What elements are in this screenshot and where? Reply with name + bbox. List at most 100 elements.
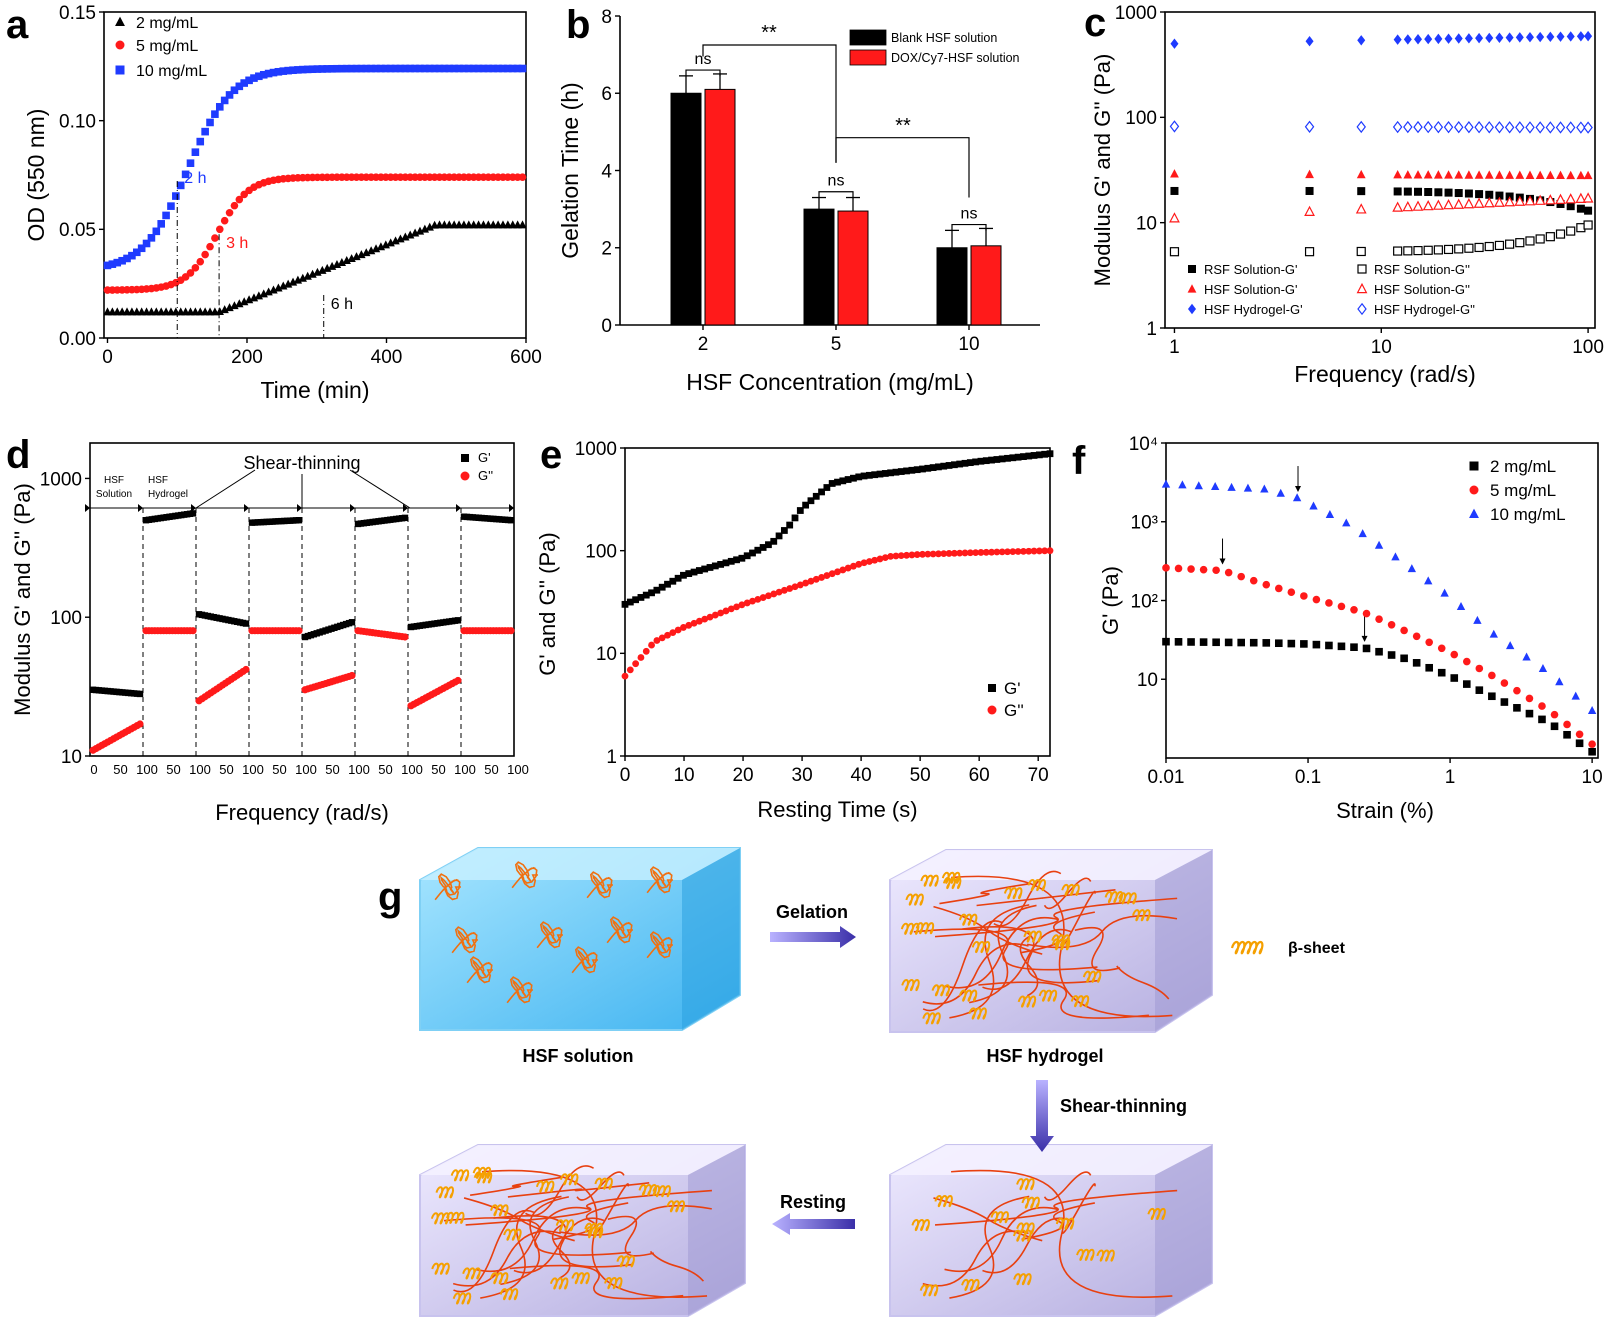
data-point xyxy=(865,558,873,565)
protein-chain xyxy=(922,1230,1029,1287)
data-point xyxy=(1525,236,1535,246)
hydrogel-box xyxy=(889,849,1213,1033)
protein-chain xyxy=(993,870,1062,927)
rested-box xyxy=(419,1144,746,1317)
x-tick-label: 10 xyxy=(958,334,979,355)
data-point xyxy=(818,574,825,581)
beta-sheet-helix xyxy=(559,1173,579,1186)
data-point xyxy=(1534,194,1546,205)
data-point xyxy=(935,463,942,471)
panel-a-chart: 0 200 400 600 0.00 0.05 0.10 0.15 Time (min) OD (… xyxy=(23,3,542,403)
data-point xyxy=(196,137,205,146)
data-point xyxy=(245,76,253,85)
g-double-prime-point xyxy=(295,627,303,635)
beta-sheet-helix xyxy=(431,1262,450,1275)
y-axis-label: Modulus G' and G'' (Pa) xyxy=(10,483,35,716)
data-point xyxy=(1444,188,1453,197)
x-tick-label: 50 xyxy=(431,762,445,777)
legend-marker xyxy=(1469,508,1479,519)
data-point xyxy=(1337,602,1346,611)
data-point xyxy=(1584,206,1593,215)
data-point xyxy=(950,549,958,557)
data-point xyxy=(759,594,767,601)
data-point xyxy=(1356,120,1366,134)
beta-sheet-helix xyxy=(1082,970,1102,983)
data-point xyxy=(802,579,810,587)
data-point xyxy=(1187,638,1195,646)
protein-chain xyxy=(493,1215,633,1268)
data-point xyxy=(1538,663,1548,672)
data-point xyxy=(1174,564,1183,573)
data-point xyxy=(754,595,762,603)
bar xyxy=(936,247,968,326)
protein-chain xyxy=(1074,926,1121,972)
data-point xyxy=(1162,564,1170,572)
data-point xyxy=(1392,201,1404,212)
data-point xyxy=(1423,245,1433,255)
data-point xyxy=(1587,706,1597,715)
beta-sheet-helix xyxy=(1147,1207,1166,1220)
data-point xyxy=(1178,480,1187,489)
state-arrowhead xyxy=(403,504,408,512)
data-point xyxy=(513,64,522,73)
data-point xyxy=(669,577,677,585)
beta-sheet-helix xyxy=(1104,891,1124,904)
data-point xyxy=(1555,229,1566,239)
data-point xyxy=(1563,720,1571,729)
data-point xyxy=(1464,189,1473,198)
data-point xyxy=(881,554,889,562)
protein-chain xyxy=(1116,965,1170,1000)
data-point xyxy=(274,67,283,76)
data-point xyxy=(998,548,1006,556)
data-point xyxy=(1536,31,1545,43)
data-point xyxy=(1020,453,1027,460)
random-coil xyxy=(466,956,493,984)
data-point xyxy=(834,478,841,486)
data-point xyxy=(1199,638,1208,646)
data-point xyxy=(142,239,151,248)
beta-sheet-helix xyxy=(1016,1222,1035,1235)
data-point xyxy=(1566,31,1575,42)
data-point xyxy=(876,555,884,563)
beta-sheet-helix xyxy=(638,1183,658,1197)
data-point xyxy=(765,592,772,600)
x-axis-label: Frequency (rad/s) xyxy=(1294,361,1476,387)
protein-chain xyxy=(951,1169,1173,1298)
data-point xyxy=(966,459,974,467)
panel-letter-e: e xyxy=(540,433,562,477)
beta-sheet-helix xyxy=(489,1272,509,1285)
data-point xyxy=(1412,632,1421,641)
g-double-prime-point xyxy=(507,627,515,635)
data-point xyxy=(1325,599,1333,607)
data-point xyxy=(1474,121,1484,134)
x-tick-label: 200 xyxy=(231,347,263,368)
beta-sheet-helix xyxy=(1055,1217,1075,1230)
protein-chain xyxy=(509,1264,684,1300)
data-point xyxy=(993,456,1001,463)
data-point xyxy=(908,466,916,474)
yield-arrowhead xyxy=(1219,558,1226,565)
data-point xyxy=(828,570,836,578)
data-point xyxy=(1444,170,1453,179)
beta-sheet-helix xyxy=(1023,930,1042,943)
data-point xyxy=(669,629,677,637)
x-tick-label: 0 xyxy=(90,762,97,777)
y-tick-label: 1 xyxy=(1146,319,1157,340)
beta-sheet-helix xyxy=(1027,879,1046,892)
y-axis-label: G' (Pa) xyxy=(1098,566,1123,635)
x-tick-label: 100 xyxy=(507,762,529,777)
data-point xyxy=(504,64,512,73)
data-point xyxy=(1535,234,1545,244)
data-point xyxy=(206,118,214,127)
data-point xyxy=(1356,246,1366,257)
data-point xyxy=(982,548,990,556)
data-point xyxy=(1041,547,1049,555)
legend-marker xyxy=(1469,485,1479,495)
data-point xyxy=(1391,552,1400,561)
data-point xyxy=(1494,121,1505,134)
data-point xyxy=(1300,592,1308,600)
data-point xyxy=(897,552,905,560)
data-point xyxy=(460,64,468,73)
data-point xyxy=(1249,638,1258,647)
data-point xyxy=(626,598,634,606)
